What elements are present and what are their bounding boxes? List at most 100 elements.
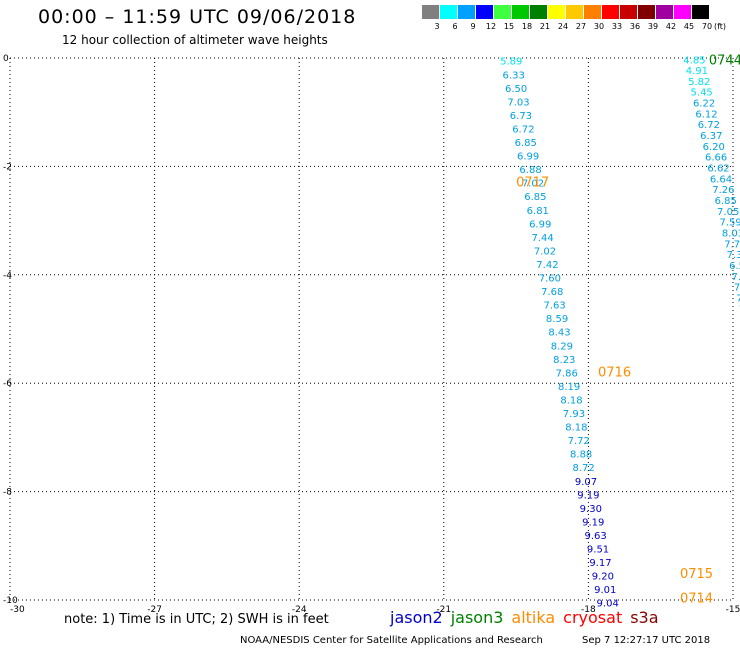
wave-height-value: 7.62	[734, 283, 740, 294]
pass-time-label: 0716	[598, 365, 631, 380]
wave-height-value: 7.72	[568, 436, 590, 447]
color-swatch	[530, 5, 548, 19]
wave-height-value: 6.85	[515, 138, 537, 149]
wave-height-value: 6.20	[703, 142, 725, 153]
wave-height-value: 7.68	[541, 287, 563, 298]
wave-height-value: 5.45	[691, 88, 713, 99]
wave-height-value: 8.29	[551, 341, 573, 352]
wave-height-value: 5.82	[688, 77, 710, 88]
wave-height-value: 8.59	[546, 314, 568, 325]
plot-axes: -30 -27 -24 -21 -18 -15 0 -2 -4 -6 -8 -10	[3, 54, 740, 615]
wave-height-value: 7.25	[739, 304, 740, 315]
wave-height-value: 6.50	[505, 84, 527, 95]
color-swatch	[512, 5, 530, 19]
color-swatch	[422, 5, 440, 19]
wave-height-value: 9.04	[597, 599, 619, 610]
wave-height-value: 6.99	[529, 219, 551, 230]
wave-height-value: 6.72	[698, 120, 720, 131]
color-scale-label: 18	[521, 22, 533, 31]
color-scale-label: 9	[470, 22, 476, 31]
y-tick-label: -6	[3, 379, 12, 389]
wave-height-value: 9.19	[582, 517, 604, 528]
color-scale-label: 21	[539, 22, 551, 31]
wave-height-value: 6.12	[695, 109, 717, 120]
color-scale	[422, 5, 710, 19]
satellite-legend-item: jason2	[390, 608, 443, 627]
wave-height-value: 9.63	[584, 531, 606, 542]
satellite-legend-item: cryosat	[563, 608, 623, 627]
color-swatch	[494, 5, 512, 19]
color-swatch	[548, 5, 566, 19]
x-tick-label: -27	[147, 605, 162, 615]
color-scale-label: 27	[575, 22, 587, 31]
wave-height-value: 8.43	[548, 328, 570, 339]
wave-height-value: 6.88	[519, 165, 541, 176]
chart-subtitle: 12 hour collection of altimeter wave hei…	[62, 33, 328, 47]
wave-height-value: 7.04	[732, 272, 740, 283]
pass-time-label: 0715	[680, 567, 713, 582]
wave-height-value: 7.03	[507, 97, 529, 108]
color-swatch	[440, 5, 458, 19]
wave-height-value: 6.72	[512, 124, 534, 135]
wave-height-value: 7.59	[719, 218, 740, 229]
plot-grid	[9, 57, 734, 601]
chart-title: 00:00 – 11:59 UTC 09/06/2018	[38, 6, 357, 28]
color-swatch	[692, 5, 710, 19]
wave-height-value: 7.93	[563, 409, 585, 420]
wave-height-value: 9.01	[594, 585, 616, 596]
wave-height-value: 4.85	[683, 56, 705, 67]
color-scale-label: 3	[434, 22, 440, 31]
wave-height-value: 9.17	[589, 558, 611, 569]
credit-line: NOAA/NESDIS Center for Satellite Applica…	[240, 635, 543, 646]
color-scale-label: 70	[701, 22, 713, 31]
wave-height-value: 6.73	[510, 111, 532, 122]
pass-time-label: 0744	[709, 54, 740, 69]
y-tick-label: -4	[3, 271, 12, 281]
color-scale-unit: (ft)	[714, 22, 727, 31]
color-swatch	[620, 5, 638, 19]
wave-height-value: 6.66	[705, 153, 727, 164]
wave-height-value: 6.85	[524, 192, 546, 203]
color-scale-label: 36	[629, 22, 641, 31]
pass-time-label: 0717	[516, 176, 549, 191]
generation-timestamp: Sep 7 12:27:17 UTC 2018	[582, 635, 711, 646]
wave-height-value: 8.88	[570, 450, 592, 461]
color-scale-label: 6	[452, 22, 458, 31]
color-scale-label: 30	[593, 22, 605, 31]
color-swatch	[674, 5, 692, 19]
color-swatch	[656, 5, 674, 19]
wave-height-value: 6.62	[707, 163, 729, 174]
color-swatch	[638, 5, 656, 19]
wave-height-value: 6.22	[693, 98, 715, 109]
wave-height-value: 9.19	[577, 490, 599, 501]
x-tick-label: -30	[10, 605, 25, 615]
satellite-legend-item: s3a	[630, 608, 659, 627]
wave-height-value: 7.60	[539, 274, 561, 285]
wave-height-value: 7.44	[531, 233, 553, 244]
x-tick-label: -15	[726, 605, 740, 615]
wave-height-value: 7.05	[717, 207, 739, 218]
wave-height-value: 7.02	[534, 246, 556, 257]
x-tick-label: -24	[292, 605, 307, 615]
wave-height-value: 6.64	[710, 174, 732, 185]
y-tick-label: -10	[3, 596, 18, 606]
wave-height-value: 7.02	[522, 179, 544, 190]
wave-height-value: 9.51	[587, 545, 609, 556]
color-swatch	[566, 5, 584, 19]
color-scale-label: 24	[557, 22, 569, 31]
wave-height-value: 9.20	[592, 572, 614, 583]
x-tick-label: -18	[581, 605, 596, 615]
color-scale-label: 33	[611, 22, 623, 31]
color-scale-label: 42	[665, 22, 677, 31]
y-tick-label: 0	[3, 54, 9, 64]
wave-height-value: 9.30	[580, 504, 602, 515]
color-swatch	[602, 5, 620, 19]
wave-height-value: 5.89	[500, 57, 522, 68]
wave-height-values: 5.89 6.33 6.50 7.03 6.73 6.72 6.85 6.99 6.88 7.02…	[500, 54, 740, 610]
y-tick-label: -2	[3, 162, 12, 172]
wave-height-value: 6.85	[715, 196, 737, 207]
satellite-legend-item: jason3	[450, 608, 504, 627]
wave-height-value: 7.78	[724, 239, 740, 250]
color-scale-label: 39	[647, 22, 659, 31]
